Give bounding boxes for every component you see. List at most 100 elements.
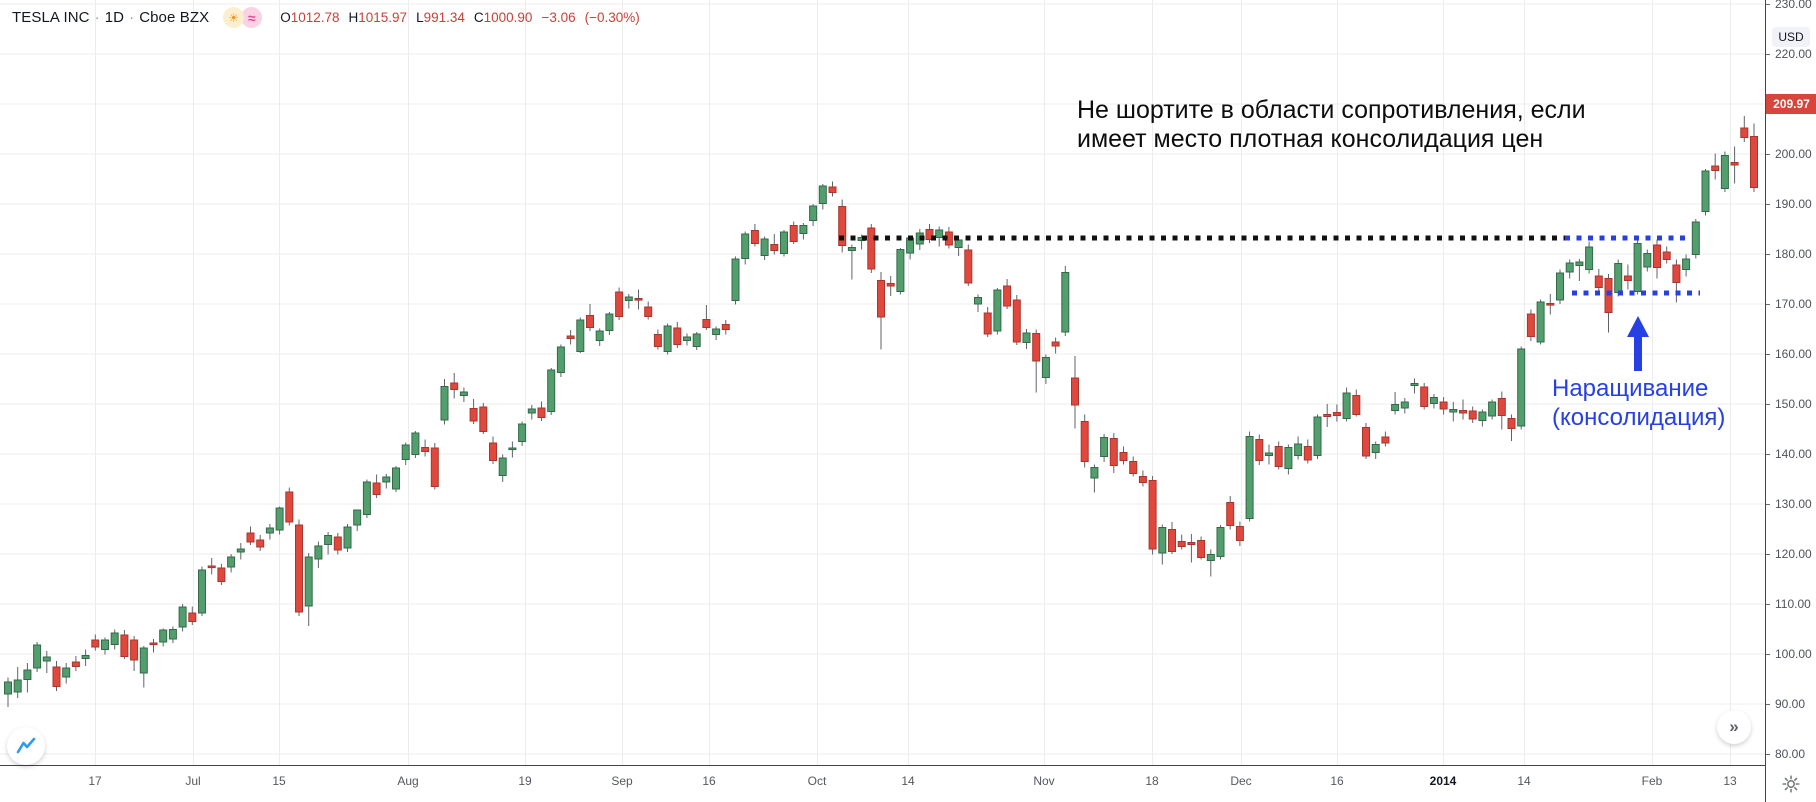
candle: [62, 667, 71, 678]
candle: [1255, 439, 1264, 461]
sun-glyph: ☀: [228, 10, 240, 25]
price-tick-label: 80.00: [1775, 747, 1806, 761]
candle: [925, 229, 934, 240]
price-tick-label: 180.00: [1775, 247, 1812, 261]
wave-marker-icon[interactable]: ≈: [241, 7, 263, 28]
symbol-title[interactable]: TESLA INC · 1D · Cboe BZX: [12, 9, 209, 26]
time-tick-label: 16: [1330, 774, 1344, 788]
candle: [1507, 418, 1516, 429]
candle: [595, 330, 604, 341]
annotation-note: Не шортите в области сопротивления, если…: [1077, 96, 1586, 154]
candle: [1041, 357, 1050, 378]
candle: [974, 297, 982, 305]
time-tick-label: 16: [702, 774, 716, 788]
candle: [120, 634, 129, 657]
candle: [624, 296, 633, 301]
candle: [304, 556, 313, 607]
price-tick-label: 90.00: [1775, 697, 1806, 711]
candle: [508, 447, 517, 451]
candle: [644, 306, 653, 317]
candlestick-chart[interactable]: [0, 0, 1765, 765]
candle: [615, 291, 624, 317]
interval-label[interactable]: 1D: [104, 9, 125, 26]
candle: [1274, 446, 1283, 467]
candle: [1303, 446, 1312, 461]
drawings[interactable]: [839, 235, 1700, 371]
price-tick-label: 160.00: [1775, 347, 1812, 361]
time-axis[interactable]: 17 Jul 15 Aug 19 Sep 16 Oct 14 Nov 18 Dec 16 2014 14 Fe…: [0, 765, 1816, 802]
candle: [1168, 529, 1176, 552]
candle: [1197, 540, 1206, 558]
candle: [556, 346, 565, 373]
candle: [663, 325, 672, 352]
candle: [101, 639, 109, 650]
candle: [760, 238, 769, 256]
candle: [178, 606, 187, 628]
price-tick: [1766, 554, 1770, 555]
candle: [1294, 443, 1303, 456]
time-tick-label: 2014: [1429, 774, 1457, 788]
time-tick-label: 13: [1723, 774, 1737, 788]
price-tick-label: 110.00: [1775, 597, 1811, 611]
candle: [547, 369, 556, 412]
candle: [828, 186, 837, 193]
candle: [1449, 409, 1458, 413]
axis-settings-corner[interactable]: [1766, 766, 1816, 802]
annotation-note-line2: имеет место плотная консолидация цен: [1077, 125, 1544, 153]
price-axis[interactable]: 230.00220.00210.00200.00190.00180.00170.…: [1765, 0, 1816, 802]
candle: [1730, 162, 1739, 166]
tradingview-logo[interactable]: [7, 727, 45, 765]
candle: [683, 336, 691, 341]
annotation-callout: Наращивание (консолидация): [1552, 374, 1725, 432]
candle: [295, 524, 303, 613]
separator-dot: ·: [94, 9, 100, 26]
candle: [1662, 251, 1671, 260]
up-arrow[interactable]: [1627, 316, 1649, 371]
candle: [1672, 264, 1681, 283]
candle: [586, 315, 594, 328]
candle: [256, 539, 265, 548]
candle: [1332, 412, 1341, 416]
candle: [110, 632, 119, 645]
candle: [780, 231, 788, 254]
gear-icon[interactable]: [1781, 774, 1801, 794]
candle: [1653, 244, 1661, 268]
candle: [401, 444, 410, 460]
price-tick: [1766, 54, 1770, 55]
currency-badge[interactable]: USD: [1772, 27, 1810, 47]
candle: [770, 244, 779, 251]
collapse-toolbar-button[interactable]: »: [1717, 710, 1751, 744]
symbol-name[interactable]: TESLA INC: [12, 9, 90, 26]
candle: [1138, 476, 1147, 483]
candle: [750, 230, 759, 244]
separator-dot: ·: [129, 9, 135, 26]
candle: [518, 423, 527, 442]
time-tick-label: Dec: [1230, 774, 1252, 788]
candle: [498, 457, 507, 476]
candle: [886, 283, 895, 287]
candle: [23, 669, 32, 680]
candle: [392, 467, 400, 490]
sun-marker-icon[interactable]: ☀: [223, 7, 245, 28]
price-tick: [1766, 754, 1770, 755]
candle: [71, 661, 80, 667]
candle: [1420, 386, 1429, 407]
candle: [450, 382, 459, 390]
candle: [1526, 313, 1535, 337]
price-tick: [1766, 604, 1770, 605]
candle: [139, 647, 148, 674]
time-tick-label: 15: [272, 774, 286, 788]
candle: [91, 639, 100, 648]
exchange-label[interactable]: Cboe BZX: [139, 9, 210, 26]
candle: [1129, 461, 1138, 474]
candle: [1565, 262, 1574, 273]
time-tick-label: 14: [1517, 774, 1531, 788]
candles: [4, 116, 1758, 707]
candle: [1691, 221, 1700, 255]
candle: [1342, 392, 1351, 419]
candle: [983, 312, 992, 335]
candle: [1245, 436, 1254, 519]
candle: [818, 185, 827, 204]
candle: [789, 225, 798, 242]
